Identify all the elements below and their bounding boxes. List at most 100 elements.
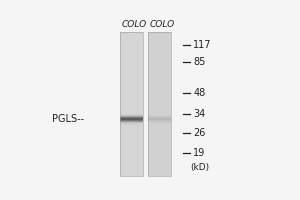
Bar	[120, 126, 143, 127]
Bar	[148, 157, 171, 158]
Bar	[120, 74, 143, 75]
Text: COLO: COLO	[149, 20, 175, 29]
Bar	[148, 71, 171, 72]
Bar	[120, 127, 143, 128]
Bar	[120, 117, 143, 118]
Bar	[120, 108, 143, 109]
Bar	[148, 53, 171, 54]
Bar	[148, 171, 171, 172]
Bar	[120, 147, 143, 148]
Bar	[120, 169, 143, 170]
Bar	[148, 152, 171, 153]
Bar	[120, 156, 143, 157]
Bar	[120, 167, 143, 168]
Bar	[120, 113, 143, 114]
Bar	[120, 170, 143, 171]
Bar	[148, 77, 171, 78]
Bar	[120, 152, 143, 153]
Bar	[148, 87, 171, 88]
Text: 117: 117	[193, 40, 212, 50]
Bar	[148, 67, 171, 68]
Bar	[120, 164, 143, 165]
Bar	[120, 65, 143, 66]
Bar	[148, 38, 171, 39]
Bar	[120, 51, 143, 52]
Bar	[120, 138, 143, 139]
Bar	[148, 161, 171, 162]
Bar	[120, 155, 143, 156]
Bar	[148, 93, 171, 94]
Bar	[148, 127, 171, 128]
Text: 48: 48	[193, 88, 206, 98]
Bar	[148, 104, 171, 105]
Bar	[148, 94, 171, 95]
Bar	[148, 78, 171, 79]
Bar	[148, 43, 171, 44]
Bar	[148, 84, 171, 85]
Bar	[120, 50, 143, 51]
Bar	[148, 144, 171, 145]
Bar	[148, 40, 171, 41]
Bar	[148, 143, 171, 144]
Bar	[148, 66, 171, 67]
Bar	[148, 64, 171, 65]
Bar	[120, 157, 143, 158]
Bar	[148, 134, 171, 135]
Bar	[148, 74, 171, 75]
Bar	[148, 133, 171, 134]
Bar	[148, 136, 171, 137]
Bar	[148, 111, 171, 112]
Bar	[120, 37, 143, 38]
Text: 34: 34	[193, 109, 206, 119]
Bar	[148, 97, 171, 98]
Text: PGLS--: PGLS--	[52, 114, 84, 124]
Bar	[148, 61, 171, 62]
Bar	[120, 61, 143, 62]
Bar	[148, 62, 171, 63]
Bar	[120, 119, 143, 120]
Bar	[148, 158, 171, 159]
Bar	[148, 162, 171, 163]
Bar	[120, 174, 143, 175]
Bar	[120, 66, 143, 67]
Bar	[148, 73, 171, 74]
Bar	[120, 112, 143, 113]
Bar	[120, 103, 143, 104]
Bar	[120, 161, 143, 162]
Bar	[148, 42, 171, 43]
Bar	[120, 54, 143, 55]
Bar	[120, 162, 143, 163]
Bar	[120, 105, 143, 106]
Bar	[120, 98, 143, 99]
Bar	[148, 135, 171, 136]
Bar	[120, 129, 143, 130]
Bar	[120, 64, 143, 65]
Bar	[120, 175, 143, 176]
Bar	[120, 85, 143, 86]
Bar	[120, 68, 143, 69]
Bar	[120, 96, 143, 97]
Bar	[148, 150, 171, 151]
Bar	[120, 34, 143, 35]
Bar	[148, 70, 171, 71]
Bar	[148, 115, 171, 116]
Bar	[148, 72, 171, 73]
Bar	[148, 44, 171, 45]
Bar	[148, 128, 171, 129]
Bar	[120, 45, 143, 46]
Bar	[148, 165, 171, 166]
Bar	[148, 159, 171, 160]
Bar	[148, 63, 171, 64]
Bar	[148, 95, 171, 96]
Bar	[120, 100, 143, 101]
Bar	[148, 163, 171, 164]
Bar	[148, 126, 171, 127]
Bar	[148, 45, 171, 46]
Bar	[120, 95, 143, 96]
Bar	[120, 158, 143, 159]
Bar	[120, 80, 143, 81]
Bar	[148, 146, 171, 147]
Bar	[120, 35, 143, 36]
Bar	[148, 117, 171, 118]
Bar	[148, 114, 171, 115]
